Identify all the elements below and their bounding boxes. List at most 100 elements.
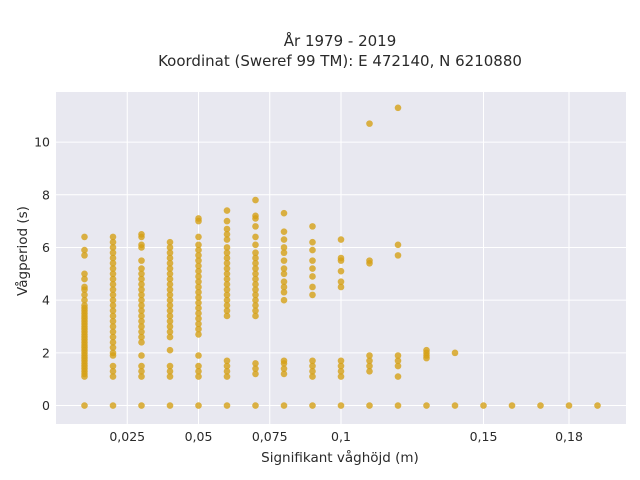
- data-point: [223, 286, 231, 293]
- data-point: [195, 273, 202, 280]
- data-point: [138, 323, 145, 330]
- data-point: [109, 291, 117, 299]
- data-point: [252, 212, 259, 220]
- data-point: [195, 278, 202, 286]
- data-point: [81, 246, 88, 254]
- data-point: [337, 373, 345, 380]
- data-point: [195, 252, 202, 259]
- data-point: [109, 259, 117, 267]
- data-point: [166, 286, 174, 293]
- data-point: [109, 368, 117, 375]
- data-point: [309, 257, 316, 264]
- data-point: [480, 402, 487, 409]
- data-point: [252, 402, 259, 409]
- data-point: [195, 215, 202, 222]
- data-point: [223, 265, 231, 272]
- data-point: [81, 275, 88, 283]
- data-point: [280, 228, 288, 235]
- data-point: [166, 265, 174, 272]
- data-point: [195, 362, 202, 370]
- data-point: [223, 362, 231, 370]
- x-tick-label: 0,05: [185, 429, 213, 444]
- data-point: [166, 249, 174, 257]
- data-point: [109, 281, 117, 288]
- data-point: [109, 344, 117, 351]
- data-point: [394, 252, 402, 259]
- data-point: [138, 230, 145, 238]
- data-point: [309, 291, 316, 299]
- data-point: [166, 307, 174, 314]
- data-point: [223, 254, 231, 262]
- data-point: [280, 402, 288, 409]
- data-point: [280, 278, 288, 286]
- data-point: [252, 360, 259, 367]
- data-point: [394, 357, 402, 365]
- data-point: [138, 265, 145, 272]
- data-point: [166, 275, 174, 283]
- data-point: [337, 368, 345, 375]
- data-point: [223, 217, 231, 225]
- data-point: [309, 368, 316, 375]
- y-tick-label: 10: [34, 135, 50, 150]
- data-point: [451, 402, 459, 409]
- y-tick-label: 8: [42, 187, 50, 202]
- data-point: [366, 362, 373, 370]
- data-point: [109, 238, 117, 246]
- data-point: [138, 296, 145, 304]
- data-point: [109, 302, 117, 309]
- data-point: [394, 352, 402, 359]
- data-point: [195, 352, 202, 359]
- data-point: [366, 402, 373, 409]
- data-point: [309, 362, 316, 370]
- data-point: [337, 402, 345, 409]
- data-point: [81, 291, 88, 299]
- data-point: [81, 402, 88, 409]
- data-point: [280, 257, 288, 264]
- data-point: [223, 281, 231, 288]
- data-point: [166, 317, 174, 325]
- data-point: [138, 307, 145, 314]
- data-point: [138, 339, 145, 346]
- data-point: [195, 246, 202, 254]
- data-point: [394, 362, 402, 370]
- data-point: [109, 328, 117, 336]
- x-tick-label: 0,025: [109, 429, 145, 444]
- x-tick-label: 0,1: [331, 429, 351, 444]
- data-point: [166, 296, 174, 304]
- data-point: [309, 273, 316, 280]
- data-point: [366, 352, 373, 359]
- data-point: [195, 402, 202, 409]
- data-point: [252, 259, 259, 267]
- y-tick-label: 6: [42, 240, 50, 255]
- data-point: [223, 296, 231, 304]
- data-point: [223, 312, 231, 320]
- data-point: [280, 365, 288, 372]
- data-point: [223, 302, 231, 309]
- data-point: [309, 373, 316, 380]
- y-tick-label: 2: [42, 345, 50, 360]
- data-point: [195, 315, 202, 322]
- data-point: [252, 365, 259, 372]
- y-tick-label: 0: [42, 398, 50, 413]
- data-point: [166, 312, 174, 320]
- data-point: [223, 357, 231, 365]
- data-point: [223, 275, 231, 283]
- data-point: [252, 296, 259, 304]
- grid-lines: [56, 92, 626, 424]
- data-point: [337, 236, 345, 243]
- data-point: [252, 302, 259, 309]
- data-point: [252, 223, 259, 230]
- data-point: [81, 270, 88, 278]
- data-point: [109, 275, 117, 283]
- data-point: [195, 262, 202, 270]
- data-point: [166, 291, 174, 299]
- data-point: [309, 238, 316, 246]
- data-point: [109, 286, 117, 293]
- data-point: [195, 241, 202, 249]
- data-point: [195, 304, 202, 312]
- data-point: [394, 241, 402, 249]
- data-point: [309, 283, 316, 291]
- y-tick-label: 4: [42, 293, 50, 308]
- data-point: [223, 307, 231, 314]
